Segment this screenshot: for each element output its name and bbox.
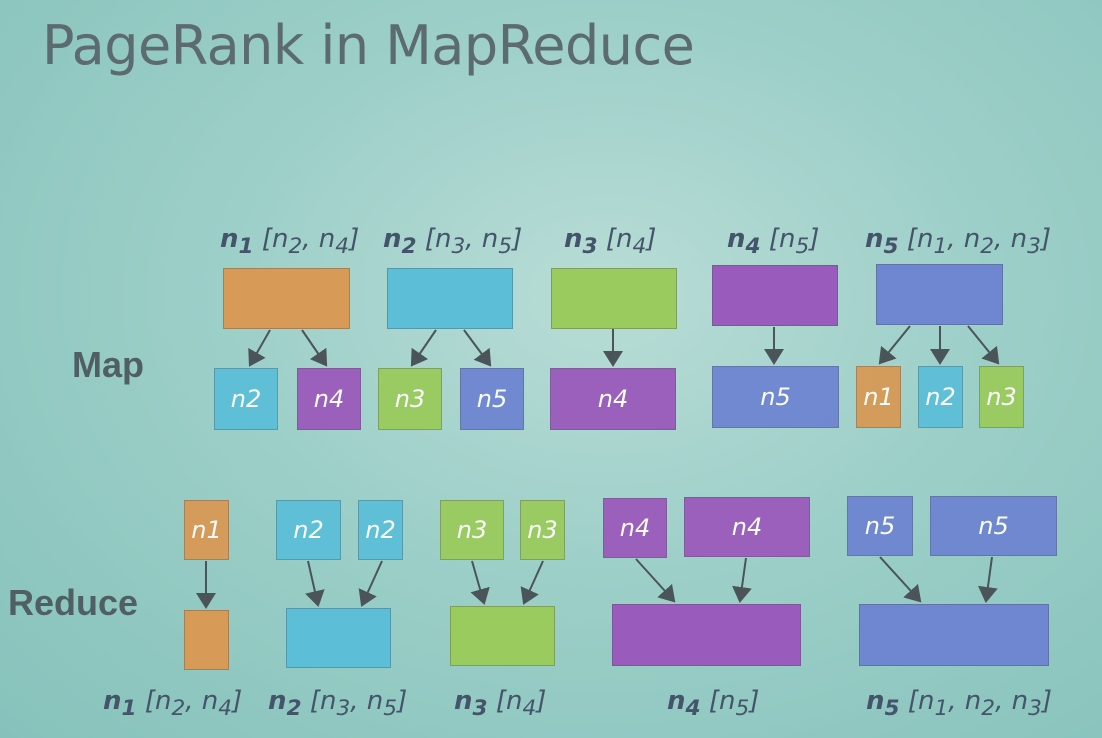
map-input-n1: [223, 268, 350, 329]
arrow-map-n5-right: [967, 325, 1000, 365]
reduce-input-n1: n1: [184, 500, 229, 560]
map-output-n4-single: n4: [550, 368, 676, 430]
arrow-reduce-n2-b: [358, 560, 383, 607]
reduce-output-n4: [612, 604, 801, 666]
map-output-n1-small: n1: [856, 366, 901, 428]
map-input-n4: [712, 265, 838, 326]
reduce-input-n3-b: n3: [520, 500, 565, 560]
top-label-n1: n1 [n2, n4]: [220, 224, 360, 260]
bottom-label-n4: n4 [n5]: [667, 686, 760, 722]
reduce-output-n5: [859, 604, 1049, 666]
bottom-label-n5: n5 [n1, n2, n3]: [866, 686, 1053, 722]
reduce-input-n3-a: n3: [440, 500, 504, 560]
arrow-map-n1-right: [301, 329, 328, 367]
reduce-input-n4-a: n4: [603, 498, 667, 558]
arrow-reduce-n5-b: [977, 556, 998, 603]
map-input-n3: [551, 268, 677, 329]
map-output-n2-small: n2: [918, 366, 963, 428]
arrow-reduce-n3-b: [520, 560, 544, 605]
map-output-n3: n3: [378, 368, 442, 430]
reduce-input-n5-a: n5: [847, 496, 913, 556]
reduce-input-n4-b: n4: [684, 497, 810, 557]
arrow-reduce-n4-a: [635, 558, 676, 603]
map-output-n4: n4: [297, 368, 361, 430]
map-output-n5-single: n5: [712, 366, 839, 428]
reduce-row-label: Reduce: [8, 582, 139, 623]
slide-title: PageRank in MapReduce: [42, 14, 695, 77]
map-output-n3-small: n3: [979, 366, 1024, 428]
arrow-map-n1-left: [248, 329, 271, 367]
top-label-n3: n3 [n4]: [564, 224, 657, 260]
arrow-reduce-n4-b: [732, 557, 752, 603]
top-label-n4: n4 [n5]: [727, 224, 820, 260]
reduce-input-n5-b: n5: [930, 496, 1057, 556]
arrow-reduce-n2-a: [305, 560, 325, 607]
arrow-map-n2-right: [463, 329, 492, 367]
top-label-n5: n5 [n1, n2, n3]: [865, 224, 1052, 260]
reduce-output-n3: [450, 606, 555, 666]
bottom-label-n1: n1 [n2, n4]: [103, 686, 243, 722]
reduce-input-n2-b: n2: [358, 500, 403, 560]
bottom-label-n2: n2 [n3, n5]: [268, 686, 408, 722]
reduce-output-n1: [184, 610, 229, 670]
arrow-reduce-n3-a: [470, 560, 490, 605]
arrow-map-n5-left: [878, 325, 911, 365]
top-label-n2: n2 [n3, n5]: [383, 224, 523, 260]
reduce-output-n2: [286, 608, 391, 668]
arrow-map-n2-left: [410, 329, 437, 367]
reduce-input-n2-a: n2: [276, 500, 341, 560]
map-input-n5: [876, 264, 1003, 325]
bottom-label-n3: n3 [n4]: [454, 686, 547, 722]
map-input-n2: [387, 268, 513, 329]
map-row-label: Map: [72, 344, 144, 385]
map-output-n2: n2: [214, 368, 278, 430]
map-output-n5: n5: [460, 368, 524, 430]
arrow-reduce-n5-a: [879, 556, 922, 603]
